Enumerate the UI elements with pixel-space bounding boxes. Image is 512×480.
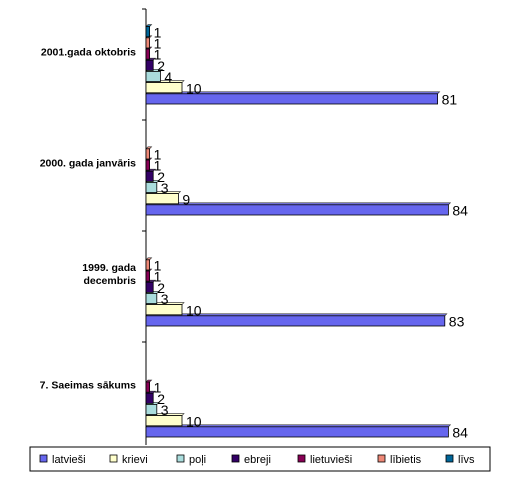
data-label: 10 [186, 302, 202, 318]
legend-label: ebreji [244, 454, 271, 466]
bar [145, 204, 449, 216]
bar [145, 381, 150, 393]
bar [145, 415, 183, 427]
data-label: 1 [154, 258, 162, 274]
bar [145, 37, 150, 49]
legend-label: lībietis [390, 454, 422, 466]
data-label: 1 [154, 269, 162, 285]
data-label: 3 [161, 291, 169, 307]
bar [145, 193, 179, 205]
data-label: 1 [154, 158, 162, 174]
data-label: 3 [161, 402, 169, 418]
data-label: 3 [161, 180, 169, 196]
bar [145, 48, 150, 60]
data-label: 2 [157, 280, 165, 296]
legend-label: līvs [458, 454, 475, 466]
bar [145, 292, 158, 304]
data-label: 84 [452, 425, 468, 441]
data-label: 81 [442, 92, 458, 108]
legend: latvieši krievi poļi ebreji lietuvieši lībiet… [29, 446, 491, 472]
legend-label: poļi [189, 454, 206, 466]
data-label: 1 [154, 380, 162, 396]
bar [145, 170, 154, 182]
bar [145, 82, 183, 94]
bar [145, 403, 158, 415]
category-label: 2000. gada janvāris [40, 158, 136, 170]
bar [145, 26, 150, 38]
data-label: 1 [154, 24, 162, 40]
legend-label: krievi [122, 454, 148, 466]
bar [145, 71, 161, 83]
data-label: 10 [186, 413, 202, 429]
data-label: 1 [154, 36, 162, 52]
data-label: 2 [157, 391, 165, 407]
bar [145, 259, 150, 271]
data-label: 9 [182, 191, 190, 207]
data-label: 4 [164, 69, 172, 85]
bar [145, 392, 154, 404]
bar [145, 281, 154, 293]
data-label: 84 [452, 203, 468, 219]
plot-area: 2001.gada oktobris 2000. gada janvāris 199… [40, 8, 468, 454]
data-label: 1 [154, 47, 162, 63]
bar [145, 59, 154, 71]
category-label: 1999. gada decembris [82, 262, 136, 287]
bar [145, 304, 183, 316]
bar [145, 181, 158, 193]
bar [145, 159, 150, 171]
category-label: 7. Saeimas sākums [40, 380, 136, 392]
legend-label: latvieši [52, 454, 86, 466]
bar [145, 148, 150, 160]
legend-swatch [109, 454, 118, 463]
legend-swatch [39, 454, 48, 463]
legend-label: lietuvieši [310, 454, 352, 466]
bar [145, 426, 449, 438]
legend-swatch [297, 454, 306, 463]
bar [145, 93, 439, 105]
legend-box [29, 446, 491, 472]
data-label: 83 [449, 314, 465, 330]
bar [145, 315, 446, 327]
bar [145, 270, 150, 282]
data-label: 10 [186, 80, 202, 96]
legend-swatch [231, 454, 240, 463]
data-label: 2 [157, 169, 165, 185]
category-label: 2001.gada oktobris [41, 47, 136, 59]
legend-swatch [445, 454, 454, 463]
data-label: 1 [154, 147, 162, 163]
legend-swatch [377, 454, 386, 463]
legend-swatch [176, 454, 185, 463]
data-label: 2 [157, 58, 165, 74]
